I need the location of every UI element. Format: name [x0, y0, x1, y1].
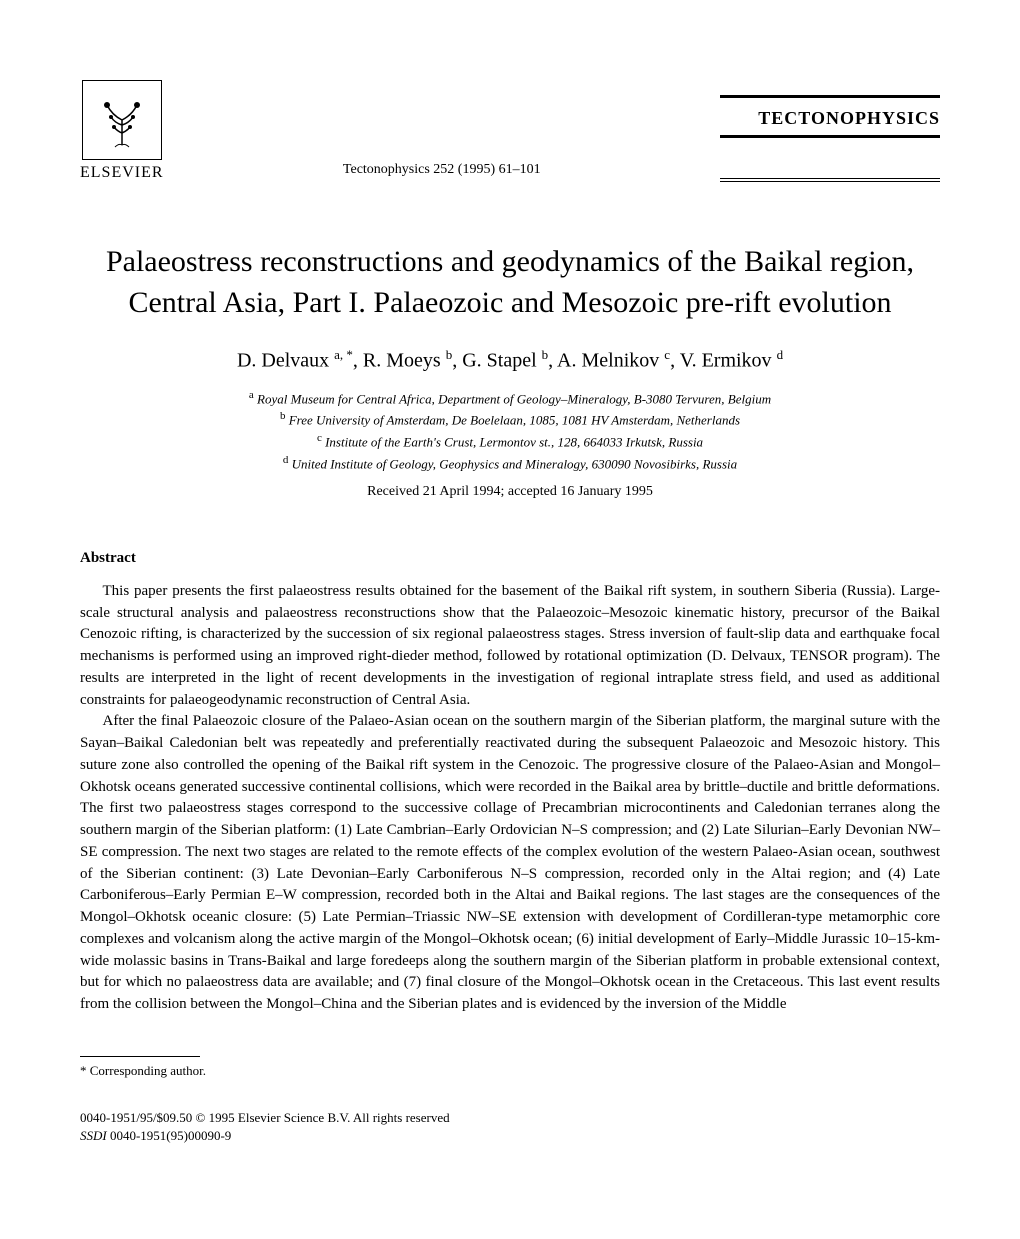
abstract-heading: Abstract [80, 550, 940, 567]
affiliation-c: c Institute of the Earth's Crust, Lermon… [80, 430, 940, 452]
abstract-body: This paper presents the first palaeostre… [80, 581, 940, 1016]
journal-block: TECTONOPHYSICS [720, 95, 940, 182]
abstract-para-2: After the final Palaeozoic closure of th… [80, 711, 940, 1016]
rule [720, 135, 940, 138]
elsevier-tree-icon [82, 80, 162, 160]
rule [720, 95, 940, 98]
affiliation-a: a Royal Museum for Central Africa, Depar… [80, 387, 940, 409]
affiliation-b: b Free University of Amsterdam, De Boele… [80, 408, 940, 430]
ssdi-value: 0040-1951(95)00090-9 [110, 1128, 231, 1143]
journal-name: TECTONOPHYSICS [720, 108, 940, 129]
affiliations: a Royal Museum for Central Africa, Depar… [80, 387, 940, 474]
received-dates: Received 21 April 1994; accepted 16 Janu… [80, 484, 940, 500]
paper-header: ELSEVIER Tectonophysics 252 (1995) 61–10… [80, 80, 940, 182]
publisher-name: ELSEVIER [80, 164, 164, 182]
footnote-rule [80, 1056, 200, 1057]
affiliation-d: d United Institute of Geology, Geophysic… [80, 452, 940, 474]
abstract-para-1: This paper presents the first palaeostre… [80, 581, 940, 712]
corresponding-author-footnote: * Corresponding author. [80, 1063, 940, 1079]
ssdi-line: SSDI 0040-1951(95)00090-9 [80, 1127, 940, 1145]
paper-title: Palaeostress reconstructions and geodyna… [80, 242, 940, 323]
rule [720, 178, 940, 182]
ssdi-label: SSDI [80, 1128, 107, 1143]
copyright-line: 0040-1951/95/$09.50 © 1995 Elsevier Scie… [80, 1109, 940, 1127]
authors-line: D. Delvaux a, *, R. Moeys b, G. Stapel b… [80, 347, 940, 373]
copyright-block: 0040-1951/95/$09.50 © 1995 Elsevier Scie… [80, 1109, 940, 1145]
publisher-block: ELSEVIER [80, 80, 164, 182]
citation: Tectonophysics 252 (1995) 61–101 [343, 162, 541, 182]
